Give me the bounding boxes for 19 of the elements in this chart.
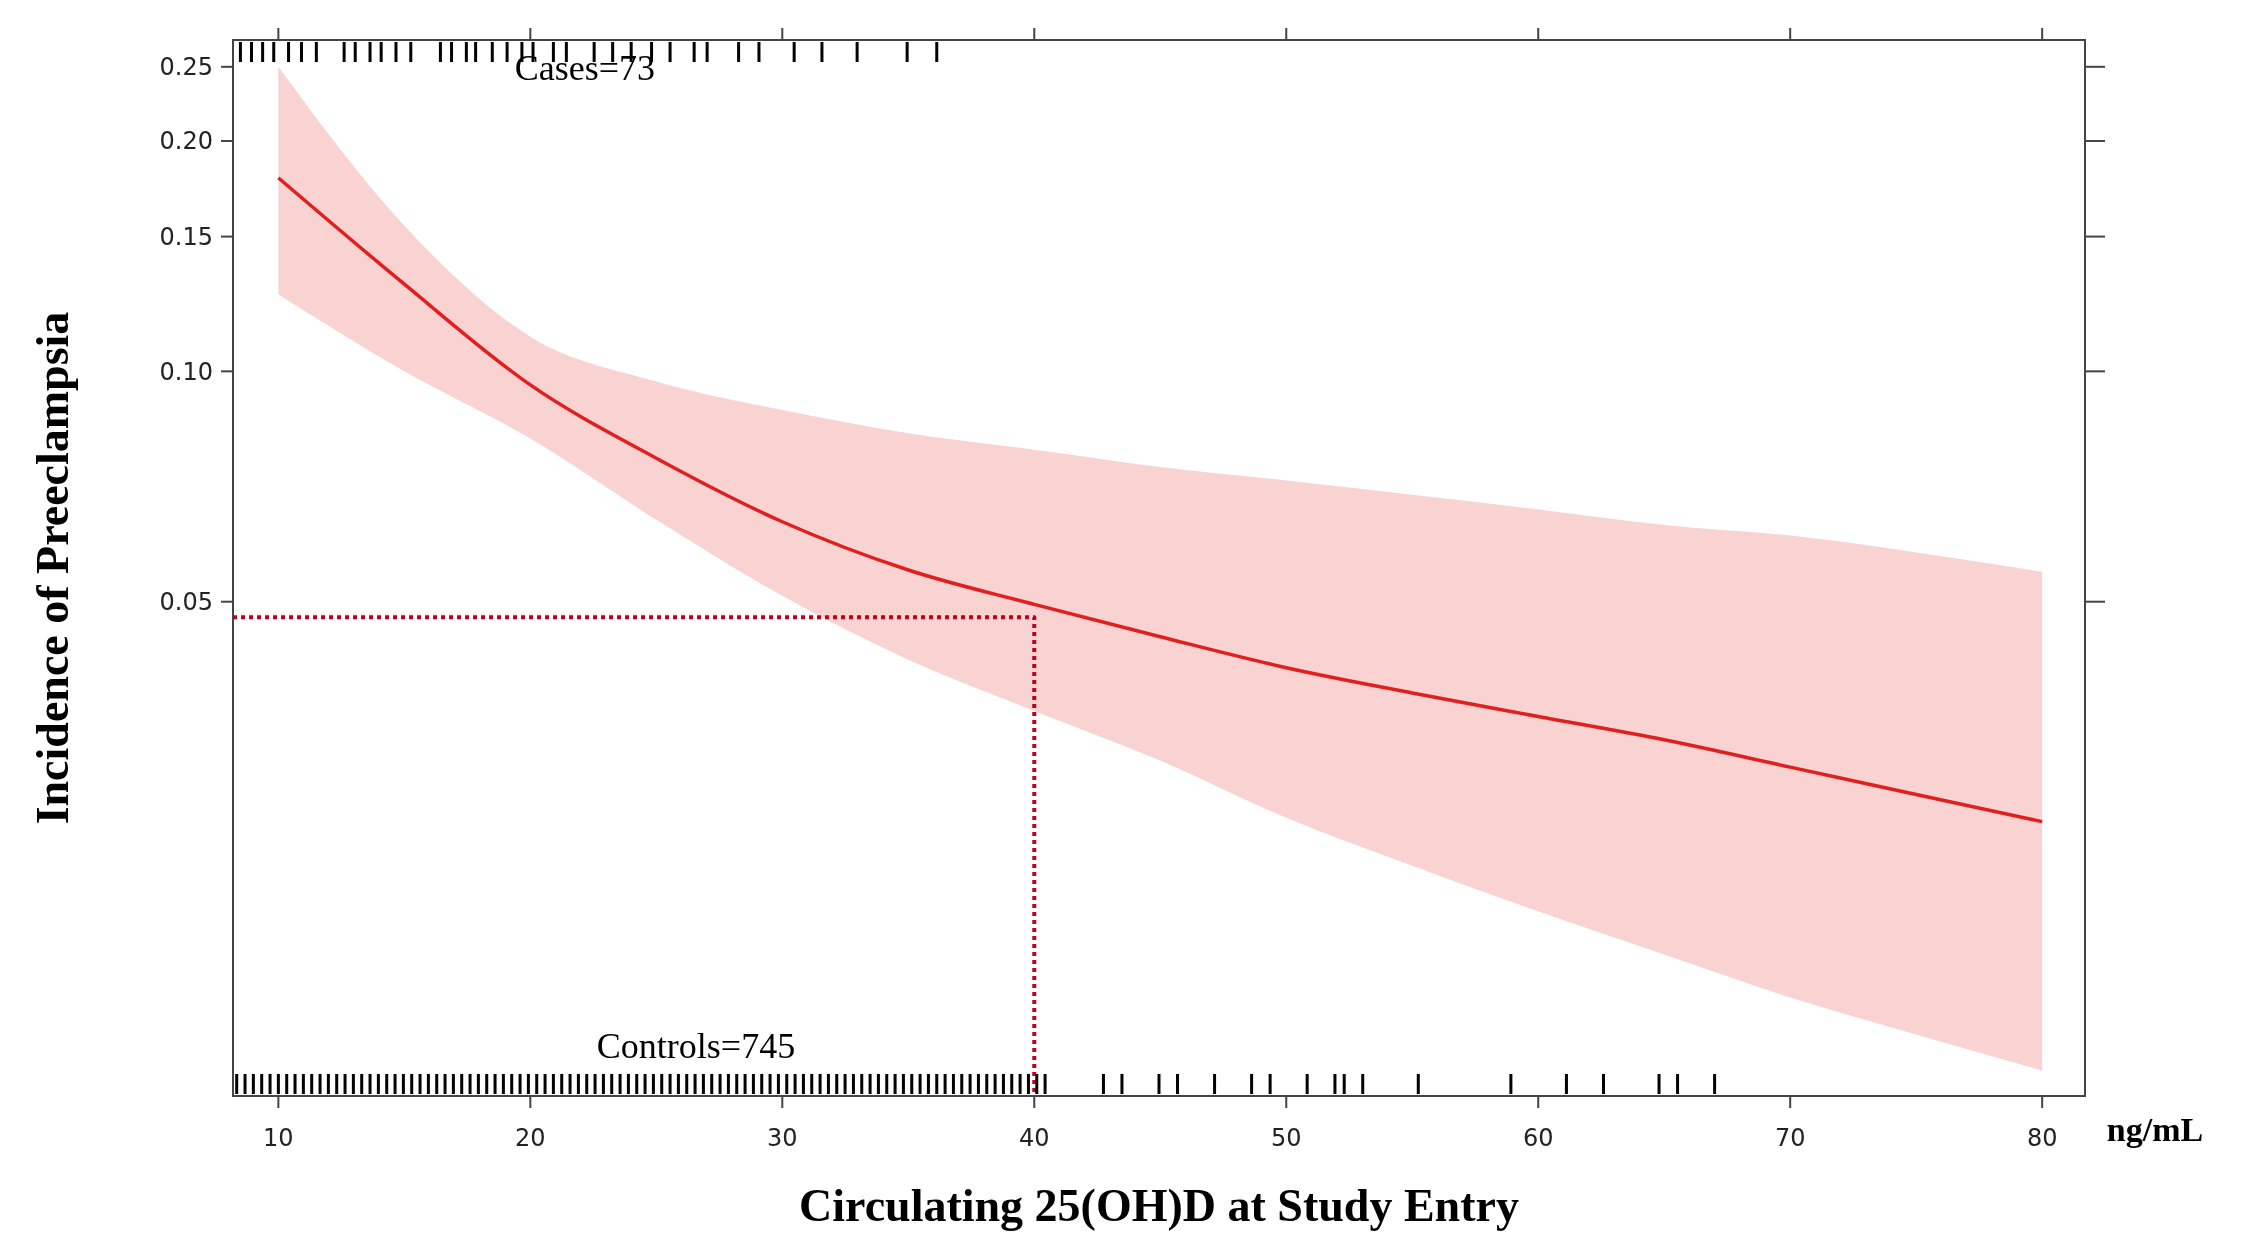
x-tick-label: 50 — [1270, 1124, 1302, 1152]
line-series — [276, 176, 2044, 824]
x-tick-label: 30 — [767, 1124, 798, 1152]
y-tick-label: 0.20 — [159, 127, 213, 156]
y-tick-label: 0.10 — [159, 357, 213, 386]
annotation: Controls=745 — [596, 1026, 796, 1066]
y-tick-label: 0.25 — [159, 53, 213, 82]
x-tick-label: 20 — [515, 1124, 546, 1152]
x-axis-title: Circulating 25(OH)D at Study Entry — [799, 1180, 1519, 1231]
y-tick-label: 0.15 — [159, 222, 213, 251]
text: ng/mL — [2106, 1111, 2204, 1148]
x-tick-label: 80 — [2026, 1124, 2058, 1152]
x-tick-label: 40 — [1019, 1124, 1050, 1152]
x-tick-label: 60 — [1522, 1124, 1554, 1152]
x-tick-label: 70 — [1774, 1124, 1806, 1152]
y-axis-title: Incidence of Preeclampsia — [27, 311, 78, 825]
annotation: Cases=73 — [514, 48, 656, 88]
y-tick-label: 0.05 — [159, 588, 213, 617]
x-tick-label: 10 — [263, 1124, 294, 1152]
